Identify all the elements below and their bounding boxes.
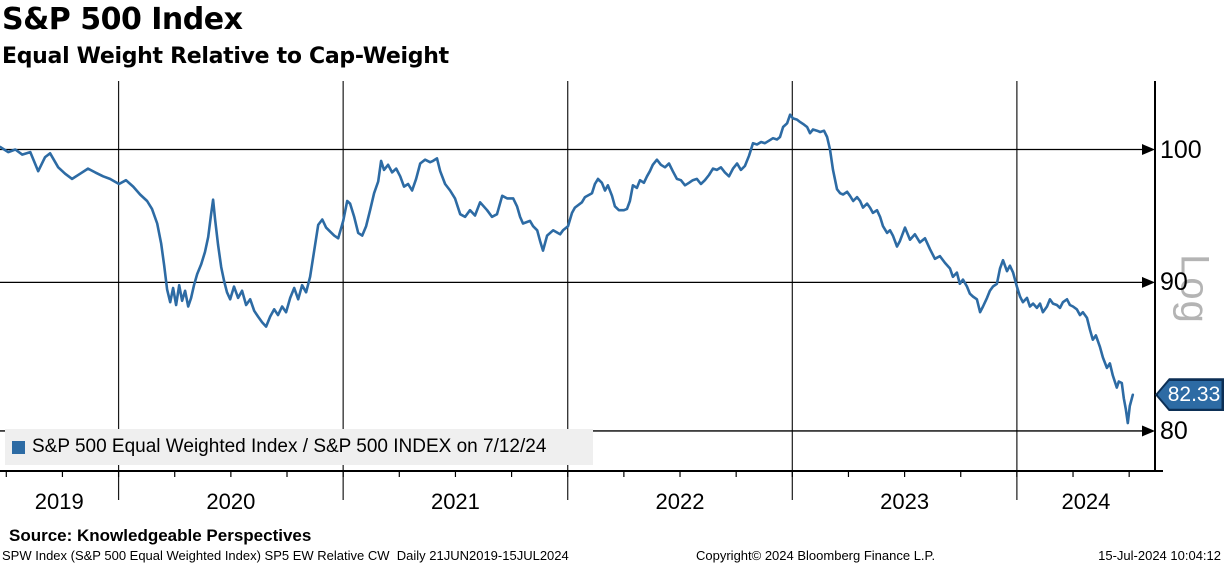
security-descriptor: SPW Index (S&P 500 Equal Weighted Index)… (2, 548, 569, 563)
legend: S&P 500 Equal Weighted Index / S&P 500 I… (5, 429, 593, 465)
last-value-text: 82.33 (1167, 382, 1221, 406)
timestamp-text: 15-Jul-2024 10:04:12 (1098, 548, 1221, 563)
x-tick-label: 2019 (34, 489, 84, 514)
x-tick-label: 2022 (655, 489, 705, 514)
last-value-tag-fill: 82.33 (1157, 380, 1222, 409)
x-tick-label: 2024 (1061, 489, 1111, 514)
legend-marker-icon (12, 440, 25, 454)
page-subtitle: Equal Weight Relative to Cap-Weight (2, 44, 449, 69)
page-title: S&P 500 Index (2, 2, 243, 37)
y-tick-label: 100 (1160, 135, 1202, 164)
copyright-text: Copyright© 2024 Bloomberg Finance L.P. (696, 548, 936, 563)
y-tick-arrow-icon (1142, 425, 1155, 437)
y-tick-label: 90 (1160, 268, 1188, 297)
x-tick-label: 2023 (880, 489, 930, 514)
y-tick-label: 80 (1160, 416, 1188, 445)
y-tick-arrow-icon (1142, 144, 1155, 156)
x-tick-label: 2020 (206, 489, 256, 514)
legend-label: S&P 500 Equal Weighted Index / S&P 500 I… (32, 436, 547, 457)
price-line (0, 113, 1135, 425)
source-line: Source: Knowledgeable Perspectives (9, 526, 312, 545)
x-tick-label: 2021 (430, 489, 480, 514)
last-value-tag: 82.33 (1155, 378, 1224, 412)
y-tick-arrow-icon (1142, 276, 1155, 288)
